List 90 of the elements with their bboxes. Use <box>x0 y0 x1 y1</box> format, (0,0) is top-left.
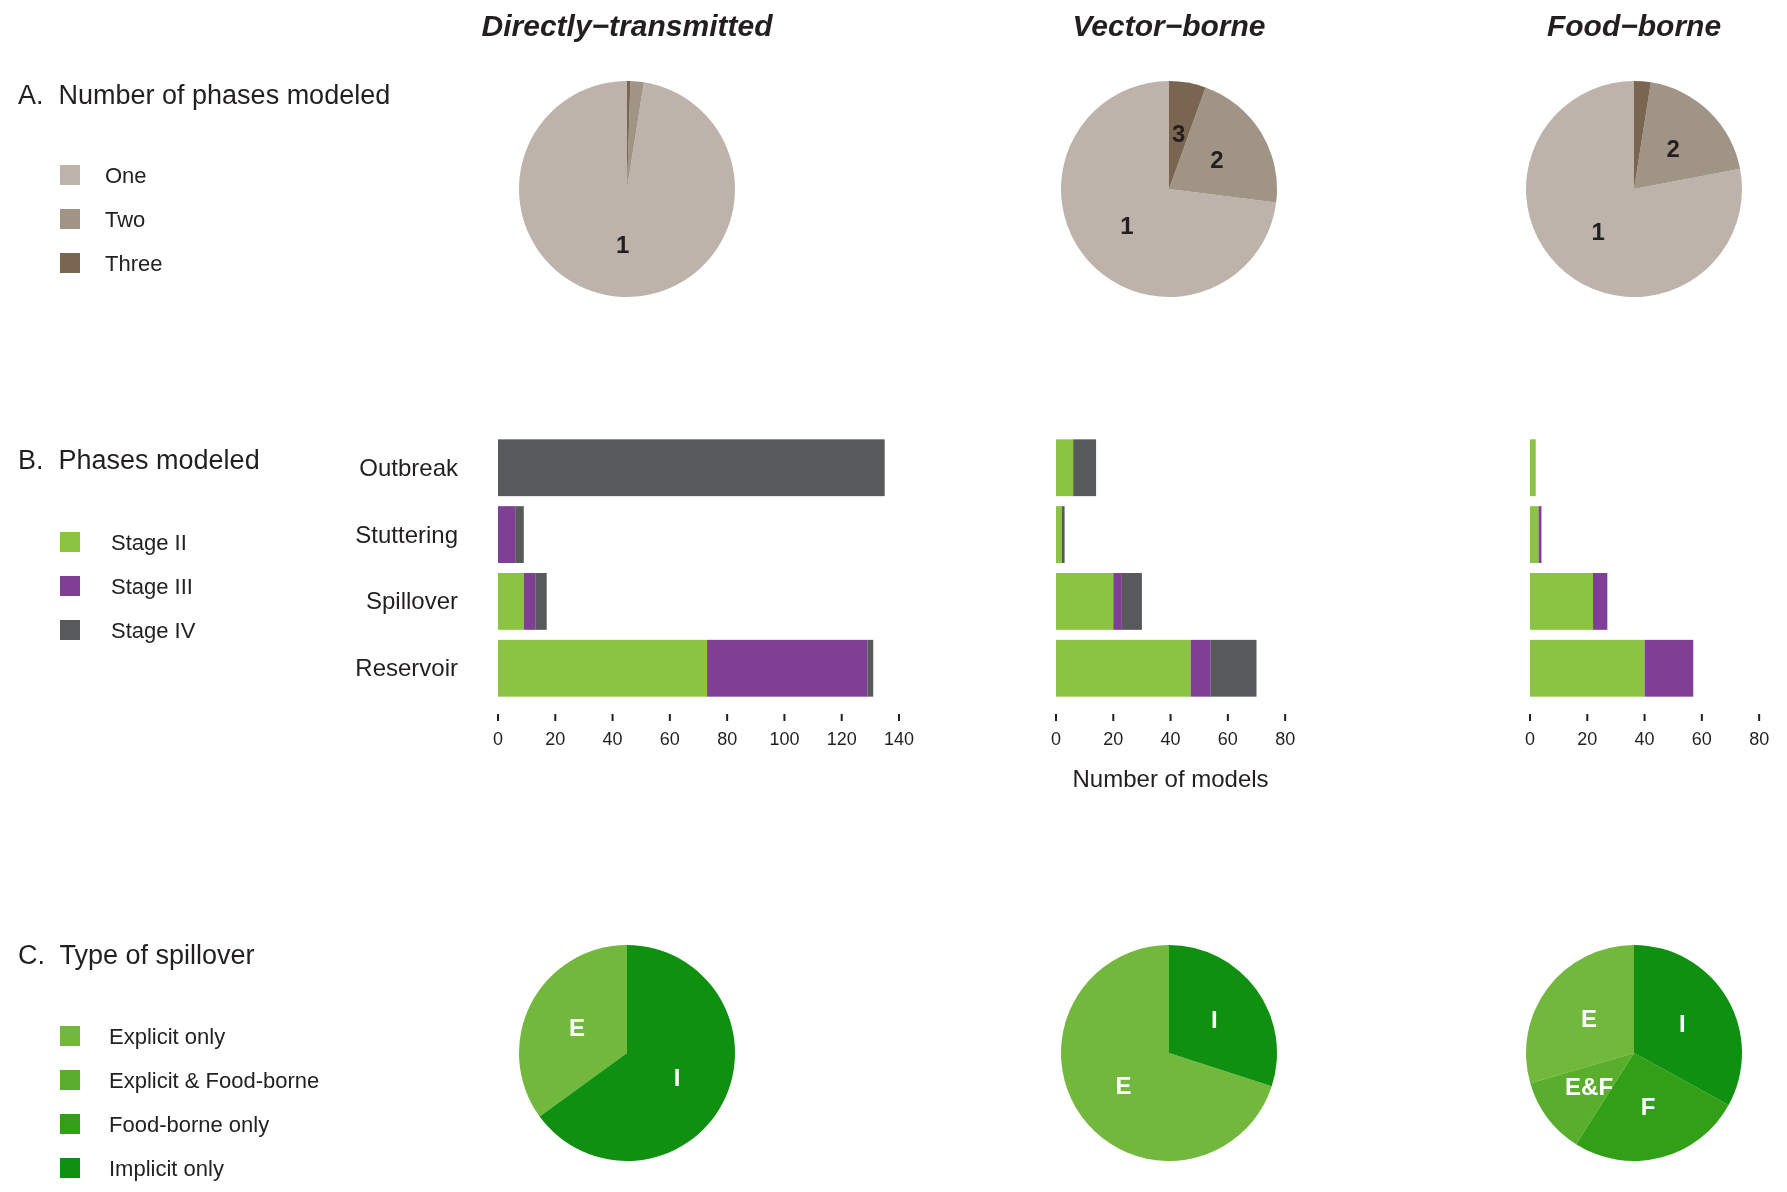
bar <box>1121 573 1142 630</box>
legend-label: Stage IV <box>111 618 196 643</box>
x-tick-label: 20 <box>1103 729 1124 749</box>
x-tick-label: 0 <box>492 729 504 749</box>
legend-label: Stage III <box>111 574 193 599</box>
bar <box>1056 639 1191 697</box>
pie-slice <box>1169 945 1277 1087</box>
chart-subtitle: C. Type of spillover <box>18 940 255 970</box>
x-tick-label: 100 <box>769 729 800 749</box>
x-tick-label: 140 <box>883 729 915 749</box>
bar <box>1113 573 1122 630</box>
bar <box>1593 573 1608 630</box>
bar <box>498 439 885 497</box>
legend-label: One <box>105 163 147 188</box>
pie-slice <box>1169 87 1277 203</box>
bar <box>1056 573 1114 630</box>
slice-label: F <box>1640 1093 1656 1121</box>
bar <box>1530 439 1536 497</box>
pie-slice <box>539 945 735 1161</box>
pie-slice <box>1061 81 1277 297</box>
slice-label: 2 <box>1210 145 1224 173</box>
slice-label: E <box>1115 1072 1132 1100</box>
bar <box>1073 439 1097 497</box>
pie-slice <box>519 945 627 1117</box>
x-tick-label: 80 <box>717 729 738 749</box>
chart-title: Food−borne <box>1546 9 1722 42</box>
text: E <box>568 1013 585 1041</box>
x-tick-label: 40 <box>602 729 623 749</box>
legend-label: Explicit & Food-borne <box>109 1068 320 1093</box>
bar <box>498 573 524 630</box>
legend-label: Food-borne only <box>109 1112 270 1137</box>
chart-subtitle: A. Number of phases modeled <box>18 80 391 110</box>
slice-label: 1 <box>1120 212 1134 240</box>
legend-label: Three <box>105 251 163 276</box>
y-tick-label: Reservoir <box>355 654 458 682</box>
slice-label: 3 <box>1171 119 1186 147</box>
legend-label: Implicit only <box>109 1156 224 1181</box>
bar <box>535 573 547 630</box>
text: I <box>673 1064 681 1092</box>
slice-label: 1 <box>1591 218 1605 246</box>
bar <box>1530 506 1539 563</box>
bar <box>707 639 868 697</box>
bar <box>1190 639 1211 697</box>
x-tick-label: 40 <box>1634 729 1655 749</box>
bar <box>515 506 524 563</box>
pie-slice <box>519 81 735 297</box>
slice-label: I <box>1211 1005 1218 1033</box>
bar <box>498 506 516 563</box>
legend-label: Stage II <box>111 530 187 555</box>
bar <box>1061 506 1065 563</box>
y-tick-label: Outbreak <box>359 453 459 481</box>
bar <box>523 573 536 630</box>
legend-label: Two <box>105 207 146 232</box>
bar <box>1056 506 1062 563</box>
x-axis-title: Number of models <box>1072 765 1269 792</box>
pie-slice <box>1061 945 1272 1161</box>
pie-slice <box>627 81 644 189</box>
bar <box>1644 639 1694 697</box>
slice-label: E&F <box>1565 1072 1614 1100</box>
x-tick-label: 40 <box>1160 729 1181 749</box>
x-tick-label: 80 <box>1749 729 1770 749</box>
pie-slice <box>1634 82 1741 189</box>
pie-slice <box>1526 81 1742 297</box>
text: 1 <box>615 230 630 258</box>
chart-title: Directly−transmitted <box>481 9 774 42</box>
x-tick-label: 20 <box>545 729 566 749</box>
x-tick-label: 20 <box>1577 729 1598 749</box>
bar <box>1530 639 1645 697</box>
bar <box>498 639 708 697</box>
bar <box>1210 639 1257 697</box>
x-tick-label: 120 <box>826 729 857 749</box>
x-tick-label: 0 <box>1050 729 1062 749</box>
y-tick-label: Stuttering <box>355 520 458 548</box>
bar <box>867 639 874 697</box>
text: B. Phases modeled <box>18 445 260 475</box>
x-tick-label: 60 <box>659 729 680 749</box>
y-tick-label: Spillover <box>365 587 458 615</box>
pie-slice <box>1169 81 1206 189</box>
pie-slice <box>1634 81 1651 189</box>
legend-label: Explicit only <box>109 1024 226 1049</box>
bar <box>1530 573 1594 630</box>
x-tick-label: 60 <box>1691 729 1712 749</box>
x-tick-label: 60 <box>1217 729 1238 749</box>
x-tick-label: 80 <box>1275 729 1296 749</box>
slice-label: I <box>1679 1010 1686 1038</box>
slice-label: 2 <box>1666 134 1680 162</box>
chart-title: Vector−borne <box>1072 9 1266 42</box>
x-tick-label: 0 <box>1524 729 1536 749</box>
slice-label: E <box>1581 1005 1598 1033</box>
bar <box>1056 439 1074 497</box>
